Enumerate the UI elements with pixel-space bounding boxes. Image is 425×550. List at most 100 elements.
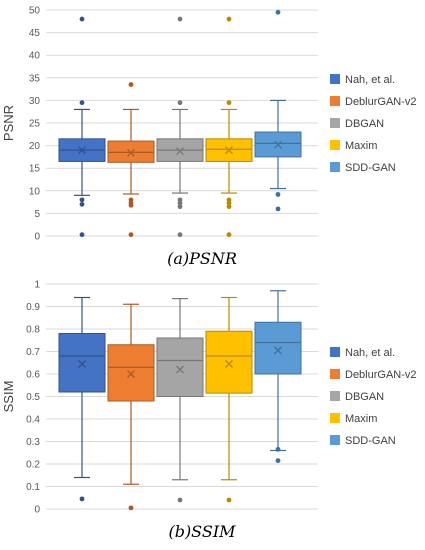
legend-swatch <box>330 74 340 84</box>
mean-marker <box>176 365 184 374</box>
outlier-point <box>275 9 281 15</box>
mean-marker <box>127 148 135 157</box>
y-tick-label: 25 <box>29 119 41 130</box>
outlier-point <box>79 16 85 22</box>
outlier-point <box>226 16 232 22</box>
ssim-panel: 0 0.1 0.2 0.3 0.4 0.5 0.6 0.7 0.8 0.9 1 SSIM Nah, et… <box>1 280 417 542</box>
psnr-panel: 0 5 10 15 20 25 30 35 40 45 50 PSNR Nah, et al. Deblu… <box>1 6 417 269</box>
outlier-point <box>79 201 85 207</box>
box-sdd-gan <box>254 290 302 464</box>
y-tick-label: 0.1 <box>26 482 40 493</box>
y-tick-label: 0 <box>34 232 40 243</box>
box-deblurgan-v2 <box>107 303 155 511</box>
y-tick-label: 0.9 <box>26 302 40 313</box>
y-axis-label: PSNR <box>1 105 16 141</box>
outlier-point <box>128 232 134 238</box>
outlier-point <box>226 100 232 106</box>
outlier-point <box>226 497 232 503</box>
y-tick-label: 15 <box>29 164 41 175</box>
legend-swatch <box>330 140 340 150</box>
legend-label: DeblurGAN-v2 <box>345 96 417 108</box>
outlier-point <box>275 206 281 212</box>
outlier-point <box>275 458 281 464</box>
iqr-box <box>254 321 302 375</box>
y-tick-label: 0.2 <box>26 460 40 471</box>
legend-swatch <box>330 435 340 445</box>
iqr-box <box>205 330 253 394</box>
outlier-point <box>128 202 134 208</box>
box-dbgan <box>156 298 204 503</box>
mean-marker <box>78 359 86 368</box>
legend-label: Maxim <box>345 140 377 152</box>
outlier-point <box>79 197 85 203</box>
outlier-point <box>177 204 183 210</box>
legend-swatch <box>330 391 340 401</box>
outlier-point <box>275 192 281 197</box>
box-nah-et-al- <box>58 16 106 238</box>
box-sdd-gan <box>254 9 302 212</box>
y-tick-label: 0.7 <box>26 347 40 358</box>
y-tick-label: 0.3 <box>26 437 40 448</box>
outlier-point <box>177 497 183 503</box>
legend-label: DeblurGAN-v2 <box>345 369 417 381</box>
y-tick-label: 10 <box>29 186 41 197</box>
outlier-point <box>226 232 232 238</box>
legend-swatch <box>330 118 340 128</box>
outlier-point <box>177 100 183 106</box>
y-tick-label: 35 <box>29 73 41 84</box>
legend-swatch <box>330 162 340 172</box>
y-tick-label: 0.4 <box>26 415 40 426</box>
y-tick-label: 1 <box>34 280 40 291</box>
y-tick-label: 30 <box>29 96 41 107</box>
y-tick-label: 0.6 <box>26 370 40 381</box>
y-tick-label: 0 <box>34 505 40 516</box>
legend-swatch <box>330 369 340 379</box>
box-maxim <box>205 296 253 503</box>
y-tick-label: 5 <box>34 209 40 220</box>
y-tick-label: 45 <box>29 28 41 39</box>
mean-marker <box>274 140 282 149</box>
mean-marker <box>127 370 135 378</box>
legend-swatch <box>330 413 340 423</box>
outlier-point <box>226 200 232 206</box>
y-tick-label: 20 <box>29 141 41 152</box>
y-tick-label: 50 <box>29 6 41 17</box>
y-axis-label: SSIM <box>1 381 16 413</box>
legend-label: Maxim <box>345 413 377 425</box>
box-nah-et-al- <box>58 296 106 502</box>
mean-marker <box>225 359 233 368</box>
outlier-point <box>128 82 134 87</box>
panel-caption: (a)PSNR <box>167 249 237 268</box>
mean-marker <box>176 147 184 155</box>
iqr-box <box>156 337 204 397</box>
outlier-point <box>79 496 85 502</box>
box-maxim <box>205 16 253 238</box>
y-tick-label: 0.8 <box>26 325 40 336</box>
legend-label: SDD-GAN <box>345 162 396 174</box>
outlier-point <box>226 204 232 210</box>
y-tick-label: 40 <box>29 51 41 62</box>
legend-swatch <box>330 96 340 106</box>
mean-marker <box>78 146 86 155</box>
mean-marker <box>225 146 233 155</box>
outlier-point <box>177 200 183 206</box>
legend-label: DBGAN <box>345 391 384 403</box>
outlier-point <box>79 232 85 238</box>
outlier-point <box>177 16 183 22</box>
box-deblurgan-v2 <box>107 82 155 238</box>
y-tick-label: 0.5 <box>26 392 40 403</box>
legend-label: SDD-GAN <box>345 435 396 447</box>
outlier-point <box>79 100 85 106</box>
legend-label: Nah, et al. <box>345 74 395 86</box>
outlier-point <box>177 232 183 238</box>
legend-swatch <box>330 347 340 357</box>
iqr-box <box>107 344 155 402</box>
panel-caption: (b)SSIM <box>168 522 236 541</box>
legend-label: Nah, et al. <box>345 347 395 359</box>
outlier-point <box>128 505 134 511</box>
iqr-box <box>58 333 106 393</box>
mean-marker <box>274 346 282 355</box>
box-dbgan <box>156 16 204 238</box>
outlier-point <box>275 446 281 452</box>
